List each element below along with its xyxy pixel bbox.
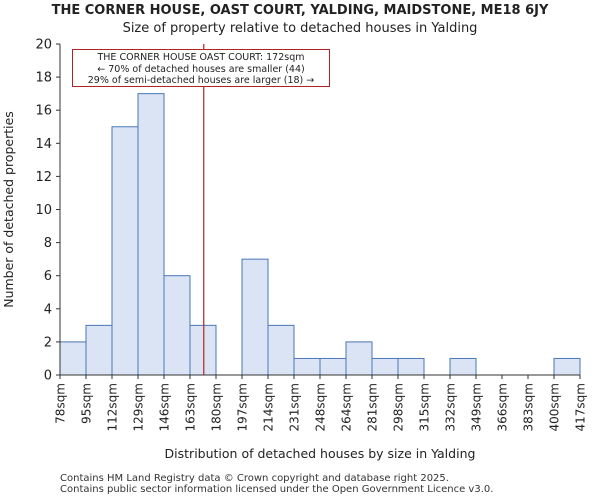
- y-tick-label: 2: [44, 335, 52, 350]
- x-tick-label: 417sqm: [574, 383, 588, 431]
- footer-copyright: Contains HM Land Registry data © Crown c…: [60, 473, 449, 484]
- histogram-bar: [163, 275, 191, 376]
- histogram-bar: [85, 324, 113, 376]
- histogram-bar: [59, 341, 87, 376]
- x-tick-label: 197sqm: [236, 383, 250, 431]
- histogram-bar: [137, 93, 165, 376]
- x-tick-label: 400sqm: [548, 383, 562, 431]
- chart-subtitle: Size of property relative to detached ho…: [122, 21, 478, 36]
- y-tick-label: 6: [44, 269, 52, 284]
- footer-licence: Contains public sector information licen…: [60, 484, 494, 495]
- annotation-line-larger: 29% of semi-detached houses are larger (…: [87, 75, 315, 86]
- x-tick-label: 163sqm: [184, 383, 198, 431]
- x-tick-label: 349sqm: [470, 383, 484, 431]
- x-tick-label: 231sqm: [288, 383, 302, 431]
- x-tick-label: 214sqm: [262, 383, 276, 431]
- x-tick-label: 264sqm: [340, 383, 354, 431]
- x-tick-label: 315sqm: [418, 383, 432, 431]
- property-annotation: THE CORNER HOUSE OAST COURT: 172sqm ← 70…: [72, 49, 330, 87]
- x-tick-label: 281sqm: [366, 383, 380, 431]
- y-tick-label: 14: [35, 137, 52, 152]
- x-tick-label: 248sqm: [314, 383, 328, 431]
- y-tick-label: 0: [44, 369, 52, 384]
- y-tick-label: 10: [35, 203, 52, 218]
- histogram-bar: [267, 324, 295, 376]
- y-tick-label: 8: [44, 236, 52, 251]
- x-tick-label: 332sqm: [444, 383, 458, 431]
- histogram-bar: [111, 126, 139, 376]
- histogram-bar: [449, 357, 477, 376]
- x-tick-label: 366sqm: [496, 383, 510, 431]
- histogram-bar: [371, 357, 399, 376]
- histogram-bar: [189, 324, 217, 376]
- x-tick-label: 78sqm: [54, 383, 68, 424]
- x-tick-label: 146sqm: [158, 383, 172, 431]
- y-axis-label: Number of detached properties: [1, 111, 16, 308]
- chart-title: THE CORNER HOUSE, OAST COURT, YALDING, M…: [51, 3, 549, 18]
- x-tick-label: 129sqm: [132, 383, 146, 431]
- y-tick-label: 20: [35, 38, 52, 53]
- histogram-bar: [241, 258, 269, 376]
- annotation-line-smaller: ← 70% of detached houses are smaller (44…: [97, 63, 305, 75]
- histogram-bar: [397, 357, 425, 376]
- x-tick-label: 383sqm: [522, 383, 536, 431]
- histogram-bar: [319, 357, 347, 376]
- annotation-line-property: THE CORNER HOUSE OAST COURT: 172sqm: [97, 52, 305, 63]
- x-axis-label: Distribution of detached houses by size …: [165, 446, 476, 461]
- y-tick-label: 4: [44, 302, 52, 317]
- histogram-bar: [553, 357, 581, 376]
- y-tick-label: 18: [35, 71, 52, 86]
- histogram-bar: [345, 341, 373, 376]
- x-tick-label: 95sqm: [80, 383, 94, 424]
- x-tick-label: 180sqm: [210, 383, 224, 431]
- y-tick-label: 12: [35, 170, 52, 185]
- x-tick-label: 112sqm: [106, 383, 120, 431]
- histogram-bar: [293, 357, 321, 376]
- x-tick-label: 298sqm: [392, 383, 406, 431]
- y-tick-label: 16: [35, 104, 52, 119]
